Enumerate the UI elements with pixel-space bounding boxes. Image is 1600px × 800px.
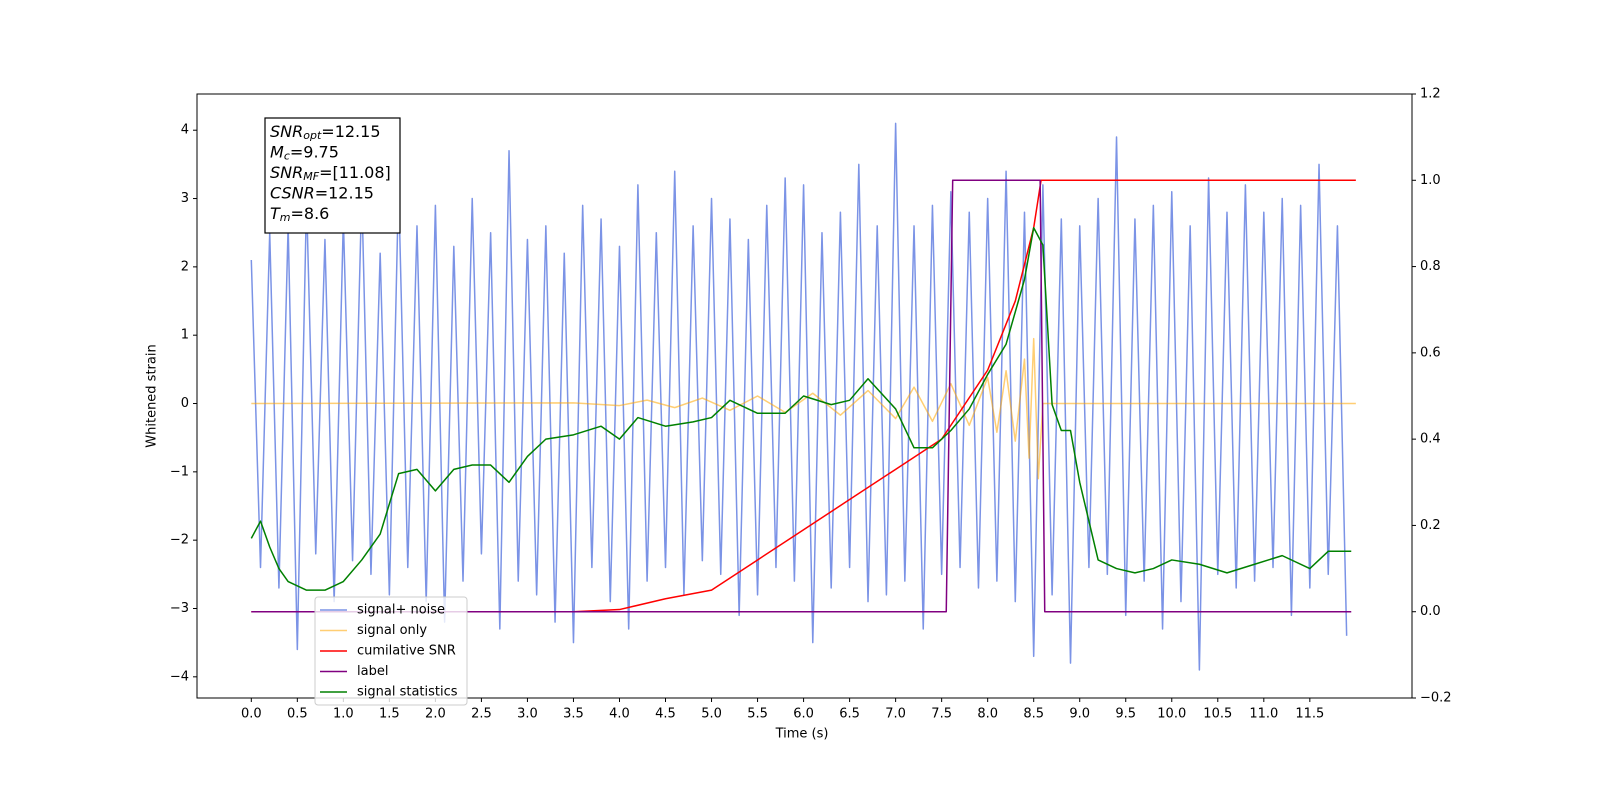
x-tick-label: 9.0 <box>1069 707 1090 722</box>
annotation-symbol: SNR <box>270 163 303 182</box>
legend-frame <box>314 596 468 706</box>
y2-tick-label: 0.6 <box>1420 345 1441 360</box>
series-line <box>251 179 1352 613</box>
annotation-symbol: SNR <box>270 122 303 141</box>
annotation-subscript: opt <box>303 129 322 142</box>
y2-tick-label: 1.0 <box>1420 173 1441 188</box>
x-tick-label: 7.5 <box>931 707 952 722</box>
x-tick-label: 3.5 <box>563 707 584 722</box>
annotation-value: =[11.08] <box>319 163 391 182</box>
annotation-symbol: M <box>270 142 284 161</box>
x-tick-label: 11.5 <box>1295 707 1324 722</box>
x-tick-label: 9.5 <box>1115 707 1136 722</box>
legend-label: signal+ noise <box>357 603 445 618</box>
x-tick-label: 10.5 <box>1203 707 1232 722</box>
legend: signal+ noise signal only cumilative SNR la… <box>314 596 468 706</box>
annotation-symbol: CSNR <box>270 183 315 202</box>
x-tick-label: 1.0 <box>333 707 354 722</box>
y2-tick-label: 1.2 <box>1420 87 1441 102</box>
x-tick-label: 6.0 <box>793 707 814 722</box>
annotation-line: Tm=8.6 <box>270 204 329 225</box>
x-tick-label: 10.0 <box>1157 707 1186 722</box>
annotation-subscript: m <box>280 211 291 224</box>
annotation-line: CSNR=12.15 <box>270 183 374 202</box>
x-tick-label: 5.0 <box>701 707 722 722</box>
y-tick-label: 2 <box>181 259 189 274</box>
x-tick-label: 0.5 <box>287 707 308 722</box>
series-line <box>251 179 1356 613</box>
axes-ticks: 0.0 0.5 1.0 1.5 2.0 2.5 3.0 3.5 4.0 4.5 5.0 5.5 6.0 6… <box>170 87 1452 722</box>
annotation-line: SNRMF=[11.08] <box>270 163 391 184</box>
y-tick-label: 0 <box>181 396 189 411</box>
annotation-value: =9.75 <box>290 142 339 161</box>
x-tick-label: 0.0 <box>241 707 262 722</box>
x-tick-label: 2.5 <box>471 707 492 722</box>
y2-tick-label: 0.4 <box>1420 432 1441 447</box>
x-tick-label: 7.0 <box>885 707 906 722</box>
y-tick-label: 4 <box>181 123 189 138</box>
x-tick-label: 6.5 <box>839 707 860 722</box>
x-tick-label: 11.0 <box>1249 707 1278 722</box>
x-tick-label: 4.5 <box>655 707 676 722</box>
legend-label: signal statistics <box>357 685 458 700</box>
annotation-value: =12.15 <box>321 122 380 141</box>
y-tick-label: 3 <box>181 191 189 206</box>
annotation-symbol: T <box>270 204 281 223</box>
x-tick-label: 1.5 <box>379 707 400 722</box>
x-axis-label: Time (s) <box>775 727 829 742</box>
y2-tick-label: 0.2 <box>1420 518 1441 533</box>
y-tick-label: −3 <box>170 601 189 616</box>
y-axis-label: Whitened strain <box>145 344 160 447</box>
series-line <box>251 337 1356 480</box>
x-tick-label: 5.5 <box>747 707 768 722</box>
y2-tick-label: 0.0 <box>1420 604 1441 619</box>
y2-tick-label: 0.8 <box>1420 259 1441 274</box>
legend-label: signal only <box>357 623 427 638</box>
plot-area <box>250 122 1356 671</box>
annotation-subscript: c <box>284 150 290 163</box>
legend-label: label <box>357 664 388 679</box>
x-tick-label: 4.0 <box>609 707 630 722</box>
x-tick-label: 8.0 <box>977 707 998 722</box>
x-tick-label: 8.5 <box>1023 707 1044 722</box>
annotation-subscript: MF <box>303 170 319 183</box>
annotation-line: SNRopt=12.15 <box>270 122 381 143</box>
annotation-box: SNRopt=12.15Mc=9.75SNRMF=[11.08]CSNR=12.… <box>264 117 401 234</box>
axes-frame <box>196 93 1413 699</box>
annotation-frame <box>264 117 401 234</box>
x-tick-label: 2.0 <box>425 707 446 722</box>
y2-tick-label: −0.2 <box>1420 691 1452 706</box>
series-line <box>250 122 1348 671</box>
y-tick-label: −1 <box>170 464 189 479</box>
annotation-value: =8.6 <box>291 204 330 223</box>
x-tick-label: 3.0 <box>517 707 538 722</box>
y-tick-label: 1 <box>181 328 189 343</box>
annotation-line: Mc=9.75 <box>270 142 339 163</box>
y-tick-label: −2 <box>170 533 189 548</box>
legend-label: cumilative SNR <box>357 644 456 659</box>
series-line <box>250 226 1352 591</box>
y-tick-label: −4 <box>170 669 189 684</box>
annotation-value: =12.15 <box>315 183 374 202</box>
